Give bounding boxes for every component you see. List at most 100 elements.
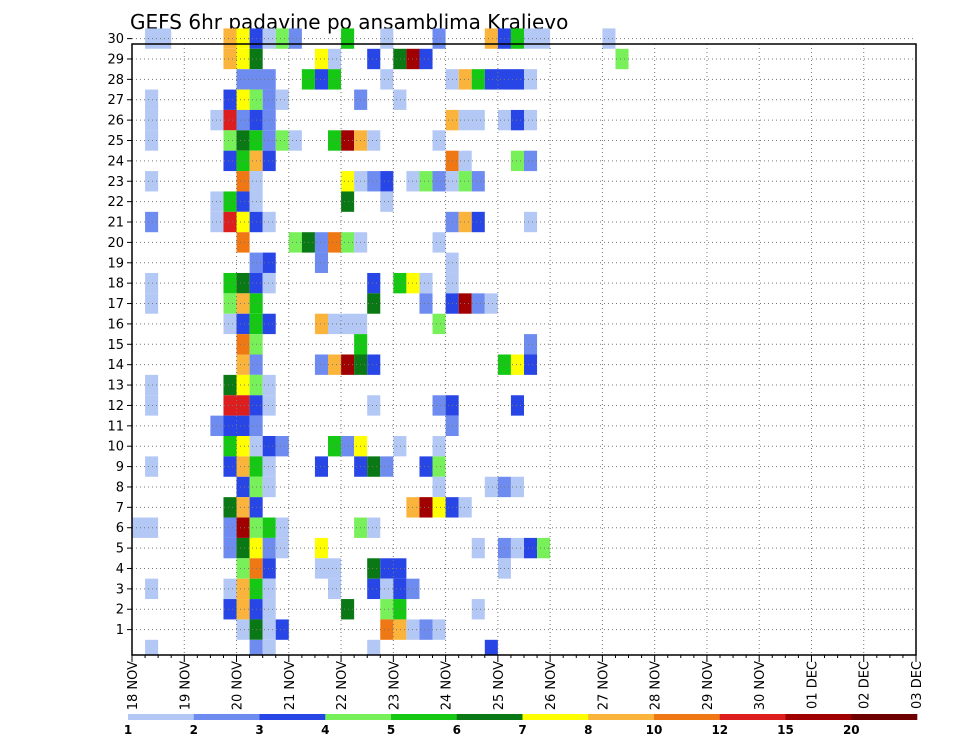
precip-cell bbox=[314, 558, 342, 579]
precip-cell bbox=[223, 272, 237, 294]
precip-cell bbox=[236, 211, 250, 233]
precip-cell bbox=[132, 517, 159, 538]
precip-cell bbox=[223, 28, 237, 49]
colorbar-label: 7 bbox=[518, 723, 526, 737]
precip-cell bbox=[262, 578, 276, 600]
precip-cell bbox=[458, 171, 472, 192]
precip-cell bbox=[458, 69, 472, 90]
precip-cell bbox=[223, 211, 237, 233]
precip-cell bbox=[380, 619, 394, 640]
precip-cell bbox=[236, 517, 250, 538]
gridlines bbox=[132, 38, 916, 655]
precip-cell bbox=[236, 599, 250, 620]
precip-cell bbox=[262, 313, 276, 335]
precip-cell bbox=[484, 639, 498, 655]
precip-cell bbox=[236, 374, 250, 396]
precip-cell bbox=[393, 436, 407, 457]
colorbar-swatch bbox=[128, 714, 195, 720]
precip-cell bbox=[262, 476, 276, 498]
precip-cell bbox=[262, 109, 276, 131]
precip-cell bbox=[262, 537, 276, 559]
x-tick-label: 21 NOV bbox=[283, 661, 298, 710]
precip-cell bbox=[432, 456, 446, 477]
precip-cell bbox=[145, 639, 159, 655]
precip-cell bbox=[471, 537, 485, 559]
precip-cell bbox=[380, 191, 394, 212]
precip-cell bbox=[367, 395, 381, 416]
precip-cell bbox=[262, 211, 276, 233]
y-tick-label: 4 bbox=[116, 562, 124, 577]
precip-cell bbox=[236, 497, 250, 518]
y-tick-label: 19 bbox=[107, 256, 124, 271]
precip-cell bbox=[458, 293, 472, 314]
colorbar-label: 2 bbox=[190, 723, 198, 737]
precip-cell bbox=[236, 537, 250, 559]
y-tick-label: 29 bbox=[107, 52, 124, 67]
precip-cell bbox=[419, 456, 433, 477]
precip-cell bbox=[432, 497, 446, 518]
y-tick-label: 23 bbox=[107, 175, 124, 190]
colorbar-label: 10 bbox=[646, 723, 663, 737]
precip-cell bbox=[145, 109, 159, 131]
precip-cell bbox=[341, 171, 355, 192]
precip-cell bbox=[393, 272, 407, 294]
precip-cell bbox=[145, 272, 159, 294]
precip-cell bbox=[223, 48, 237, 70]
colorbar-label: 5 bbox=[387, 723, 395, 737]
precip-cell bbox=[458, 497, 472, 518]
precip-cell bbox=[223, 599, 237, 620]
precip-cell bbox=[432, 232, 446, 253]
precip-cell bbox=[262, 272, 276, 294]
precip-cell bbox=[524, 28, 551, 49]
precip-cell bbox=[367, 171, 381, 192]
heatmap-cells bbox=[132, 28, 629, 655]
precip-cell bbox=[223, 436, 237, 457]
precip-cell bbox=[249, 639, 263, 655]
colorbar-swatch bbox=[522, 714, 589, 720]
precip-cell bbox=[262, 558, 276, 579]
precip-cell bbox=[236, 456, 250, 477]
precip-cell bbox=[314, 313, 328, 335]
y-tick-label: 7 bbox=[116, 501, 124, 516]
precip-cell bbox=[288, 28, 302, 49]
y-tick-label: 21 bbox=[107, 216, 124, 231]
x-axis: 18 NOV 19 NOV 20 NOV 21 NOV 22 NOV 23 NOV 24 N… bbox=[126, 655, 925, 710]
precip-cell bbox=[262, 150, 276, 172]
precip-cell bbox=[236, 476, 250, 498]
y-tick-label: 8 bbox=[116, 480, 124, 495]
precip-cell bbox=[524, 537, 538, 559]
precip-cell bbox=[328, 232, 342, 253]
precip-cell bbox=[524, 69, 538, 90]
precip-cell bbox=[145, 211, 159, 233]
precip-cell bbox=[432, 436, 446, 457]
precip-cell bbox=[275, 89, 289, 110]
precip-cell bbox=[380, 28, 394, 49]
y-tick-label: 18 bbox=[107, 277, 124, 292]
colorbar-label: 1 bbox=[124, 723, 132, 737]
precip-cell bbox=[236, 48, 250, 70]
precip-cell bbox=[236, 28, 250, 49]
precip-cell bbox=[236, 578, 250, 600]
precip-cell bbox=[510, 109, 524, 131]
colorbar-swatch bbox=[325, 714, 392, 720]
colorbar-swatch bbox=[456, 714, 523, 720]
colorbar-label: 12 bbox=[711, 723, 728, 737]
precip-cell bbox=[262, 456, 276, 477]
precip-cell bbox=[236, 293, 250, 314]
precip-cell bbox=[367, 130, 381, 151]
precip-cell bbox=[380, 599, 394, 620]
precip-cell bbox=[314, 252, 328, 273]
precip-cell bbox=[236, 558, 250, 579]
precip-cell bbox=[328, 436, 342, 457]
x-tick-label: 20 NOV bbox=[231, 661, 246, 710]
precip-cell bbox=[275, 130, 289, 151]
precip-cell bbox=[275, 619, 289, 640]
precip-cell bbox=[236, 109, 250, 131]
precip-cell bbox=[341, 436, 355, 457]
precip-cell bbox=[471, 599, 485, 620]
precip-cell bbox=[615, 48, 629, 70]
colorbar-swatch bbox=[193, 714, 260, 720]
y-tick-label: 10 bbox=[107, 440, 124, 455]
colorbar-swatch bbox=[391, 714, 458, 720]
precip-cell bbox=[380, 456, 394, 477]
